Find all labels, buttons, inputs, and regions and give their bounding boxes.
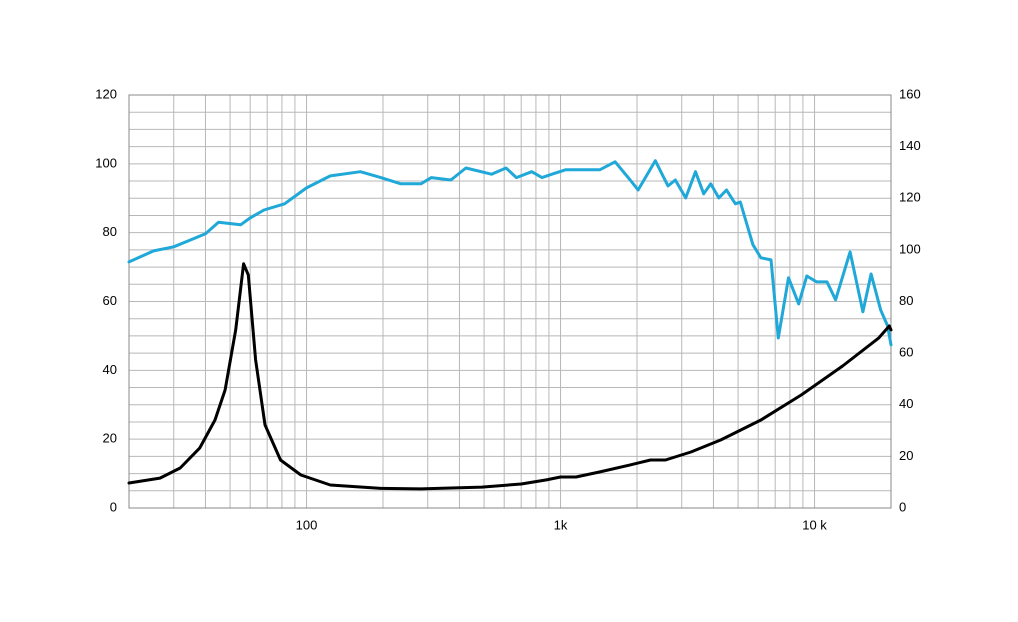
y-tick-label: 100: [95, 155, 117, 170]
y2-tick-label: 20: [899, 448, 913, 463]
x-tick-label: 10 k: [802, 517, 827, 532]
y-tick-label: 40: [103, 362, 117, 377]
y-tick-label: 60: [103, 293, 117, 308]
y2-tick-label: 80: [899, 293, 913, 308]
y-tick-label: 80: [103, 224, 117, 239]
series-line: [127, 159, 893, 347]
y-tick-label: 20: [103, 431, 117, 446]
y-tick-label: 0: [110, 499, 117, 514]
x-tick-label: 1k: [554, 517, 568, 532]
y2-tick-label: 60: [899, 345, 913, 360]
y-tick-label: 120: [95, 86, 117, 101]
series-line: [127, 262, 893, 491]
y2-tick-label: 140: [899, 138, 921, 153]
y2-tick-label: 160: [899, 86, 921, 101]
y2-tick-label: 0: [899, 499, 906, 514]
y2-tick-label: 100: [899, 241, 921, 256]
x-tick-label: 100: [296, 517, 318, 532]
plot-border: [128, 94, 892, 509]
y2-tick-label: 120: [899, 190, 921, 205]
y2-tick-label: 40: [899, 396, 913, 411]
